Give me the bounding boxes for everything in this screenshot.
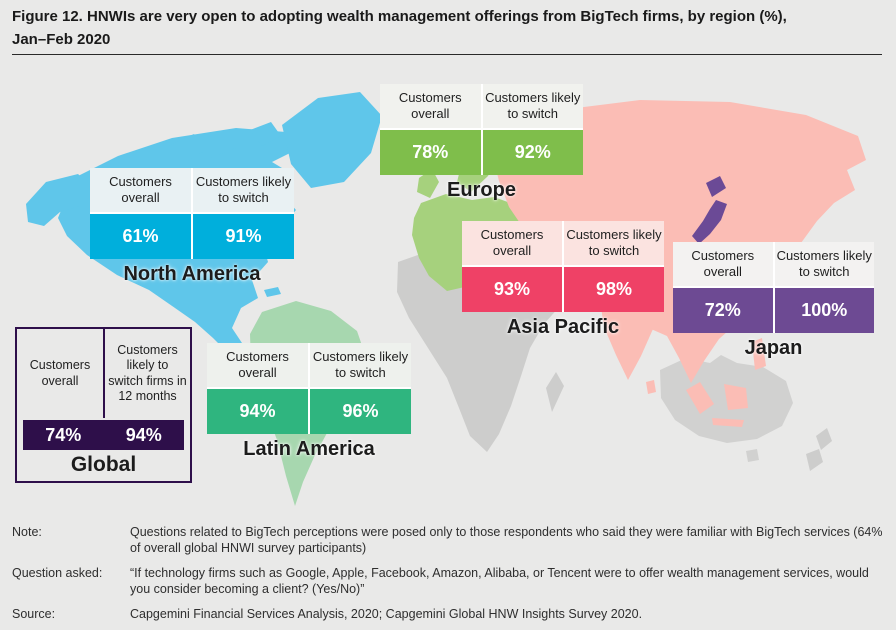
header-cell-customers-overall: Customers overall bbox=[380, 84, 481, 128]
value-divider bbox=[308, 389, 310, 434]
region-box-asia-pacific: Customers overall Customers likely to sw… bbox=[462, 221, 664, 339]
value-cell-likely-to-switch: 91% bbox=[193, 214, 294, 259]
title-divider bbox=[12, 54, 882, 55]
header-cell-likely-to-switch: Customers likely to switch bbox=[193, 168, 294, 212]
region-label-asia-pacific: Asia Pacific bbox=[506, 316, 620, 338]
header-cell-customers-overall: Customers overall bbox=[207, 343, 308, 387]
header-divider bbox=[562, 221, 564, 265]
note-label: Note: bbox=[12, 525, 42, 539]
region-values-north-america: 61% 91% bbox=[90, 214, 294, 259]
value-divider bbox=[772, 288, 775, 333]
header-cell-likely-to-switch: Customers likely to switch bbox=[310, 343, 411, 387]
region-label-japan: Japan bbox=[744, 337, 803, 359]
value-cell-likely-to-switch: 94% bbox=[125, 424, 162, 445]
value-cell-likely-to-switch: 92% bbox=[482, 130, 583, 175]
value-divider bbox=[480, 130, 483, 175]
question-text: “If technology firms such as Google, App… bbox=[130, 566, 869, 596]
bottom-strip bbox=[0, 630, 896, 642]
region-box-global: Customers overall Customers likely to sw… bbox=[15, 327, 192, 483]
region-box-north-america: Customers overall Customers likely to sw… bbox=[90, 168, 294, 286]
region-label-north-america: North America bbox=[123, 263, 261, 285]
figure-title-line2: Jan–Feb 2020 bbox=[12, 30, 111, 48]
header-cell-customers-overall: Customers overall bbox=[29, 358, 91, 388]
value-cell-customers-overall: 78% bbox=[380, 130, 481, 175]
row-divider bbox=[380, 128, 583, 130]
region-header-japan: Customers overall Customers likely to sw… bbox=[673, 242, 874, 286]
note-row: Note: Questions related to BigTech perce… bbox=[12, 524, 886, 556]
region-values-europe: 78% 92% bbox=[380, 130, 583, 175]
header-cell-customers-overall: Customers overall bbox=[90, 168, 191, 212]
question-row: Question asked: “If technology firms suc… bbox=[12, 565, 886, 597]
region-values-global: 74% 94% bbox=[23, 420, 184, 450]
value-cell-customers-overall: 61% bbox=[90, 214, 191, 259]
header-cell-likely-to-switch: Customers likely to switch bbox=[564, 221, 664, 265]
header-cell-likely-to-switch: Customers likely to switch bbox=[482, 84, 583, 128]
region-label-global: Global bbox=[70, 453, 137, 476]
value-cell-customers-overall: 94% bbox=[207, 389, 308, 434]
figure-title: Figure 12. HNWIs are very open to adopti… bbox=[12, 6, 884, 51]
value-cell-customers-overall: 93% bbox=[462, 267, 562, 312]
header-cell-likely-to-switch-12-months: Customers likely to switch firms in 12 m… bbox=[108, 343, 187, 403]
header-cell-customers-overall: Customers overall bbox=[462, 221, 562, 265]
map-region-asia-pacific bbox=[493, 100, 866, 427]
region-header-global: Customers overall Customers likely to sw… bbox=[17, 329, 190, 418]
region-box-japan: Customers overall Customers likely to sw… bbox=[673, 242, 874, 360]
figure-notes: Note: Questions related to BigTech perce… bbox=[12, 524, 886, 631]
row-divider bbox=[207, 387, 411, 389]
value-cell-likely-to-switch: 98% bbox=[564, 267, 664, 312]
header-divider bbox=[480, 84, 483, 128]
figure-title-line1: Figure 12. HNWIs are very open to adopti… bbox=[12, 8, 787, 25]
row-divider bbox=[673, 286, 874, 288]
region-values-asia-pacific: 93% 98% bbox=[462, 267, 664, 312]
region-box-europe: Customers overall Customers likely to sw… bbox=[380, 84, 583, 202]
header-divider bbox=[772, 242, 775, 286]
value-cell-likely-to-switch: 100% bbox=[774, 288, 874, 333]
row-divider bbox=[462, 265, 664, 267]
value-cell-customers-overall: 74% bbox=[45, 424, 82, 445]
header-divider bbox=[308, 343, 310, 387]
region-values-latin-america: 94% 96% bbox=[207, 389, 411, 434]
region-header-asia-pacific: Customers overall Customers likely to sw… bbox=[462, 221, 664, 265]
region-values-japan: 72% 100% bbox=[673, 288, 874, 333]
header-divider bbox=[103, 329, 105, 418]
value-cell-customers-overall: 72% bbox=[673, 288, 773, 333]
header-divider bbox=[191, 168, 193, 212]
source-label: Source: bbox=[12, 607, 56, 621]
region-label-europe: Europe bbox=[447, 179, 516, 201]
value-cell-likely-to-switch: 96% bbox=[310, 389, 411, 434]
region-box-latin-america: Customers overall Customers likely to sw… bbox=[207, 343, 411, 461]
header-cell-customers-overall: Customers overall bbox=[673, 242, 773, 286]
region-header-europe: Customers overall Customers likely to sw… bbox=[380, 84, 583, 128]
note-text: Questions related to BigTech perceptions… bbox=[130, 525, 883, 555]
header-cell-likely-to-switch: Customers likely to switch bbox=[774, 242, 874, 286]
question-label: Question asked: bbox=[12, 566, 103, 580]
source-text: Capgemini Financial Services Analysis, 2… bbox=[130, 607, 643, 621]
value-divider bbox=[562, 267, 564, 312]
region-header-north-america: Customers overall Customers likely to sw… bbox=[90, 168, 294, 212]
region-header-latin-america: Customers overall Customers likely to sw… bbox=[207, 343, 411, 387]
row-divider bbox=[90, 212, 294, 214]
source-row: Source: Capgemini Financial Services Ana… bbox=[12, 606, 886, 622]
map-region-australia bbox=[660, 355, 793, 462]
value-divider bbox=[191, 214, 193, 259]
region-label-latin-america: Latin America bbox=[243, 438, 375, 460]
